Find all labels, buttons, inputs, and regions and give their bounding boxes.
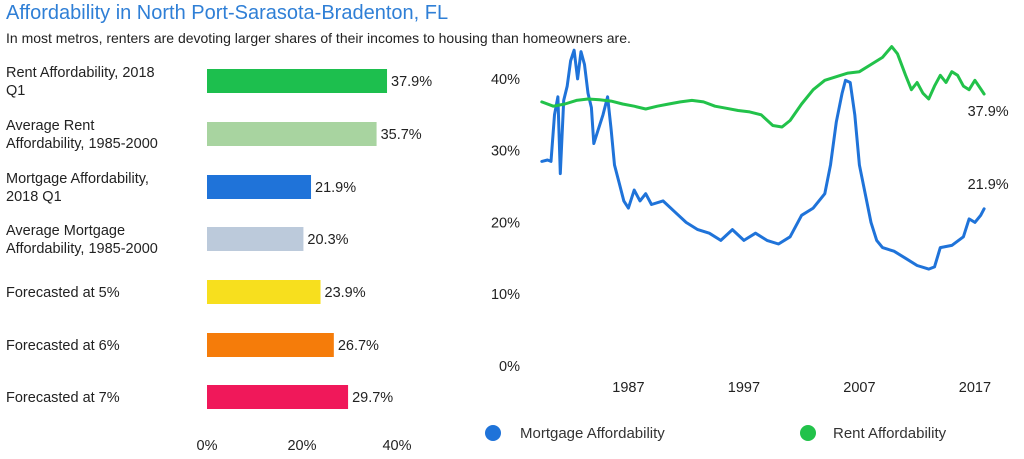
- bar-category-label: Forecasted at 7%: [6, 390, 120, 406]
- legend-label: Mortgage Affordability: [520, 425, 665, 442]
- bar-value-label: 37.9%: [391, 74, 432, 90]
- line-x-tick-label: 2007: [843, 380, 875, 396]
- line-y-tick-label: 0%: [499, 359, 520, 375]
- line-y-tick-label: 40%: [491, 72, 520, 88]
- line-x-tick-label: 1987: [612, 380, 644, 396]
- bar-chart: 37.9% Rent Affordability, 2018 Q1 35.7% Aver…: [6, 65, 432, 454]
- bar: [207, 227, 304, 251]
- legend-marker: [485, 425, 501, 441]
- bar-category-label: Forecasted at 6%: [6, 338, 120, 354]
- series-end-label: 21.9%: [968, 177, 1009, 193]
- series-end-label: 37.9%: [968, 104, 1009, 120]
- bar-category-label: Forecasted at 5%: [6, 285, 120, 301]
- bar-value-label: 20.3%: [307, 232, 348, 248]
- series-line: [540, 45, 986, 129]
- bar: [207, 333, 334, 357]
- bar-value-label: 35.7%: [381, 127, 422, 143]
- bar-category-label: Mortgage Affordability, 2018 Q1: [6, 171, 149, 205]
- bar-x-tick-label: 0%: [197, 438, 218, 454]
- bar: [207, 122, 377, 146]
- bar: [207, 69, 388, 93]
- line-y-tick-label: 30%: [491, 144, 520, 160]
- bar-x-tick-label: 20%: [287, 438, 316, 454]
- chart-title: Affordability in North Port-Sarasota-Bra…: [6, 2, 449, 24]
- line-x-tick-label: 2017: [959, 380, 991, 396]
- series-line: [540, 48, 986, 271]
- bar-value-label: 21.9%: [315, 180, 356, 196]
- line-y-tick-label: 10%: [491, 287, 520, 303]
- bar-category-label: Rent Affordability, 2018 Q1: [6, 65, 155, 99]
- bar: [207, 280, 321, 304]
- bar-category-label: Average Mortgage Affordability, 1985-2000: [6, 223, 158, 257]
- legend-label: Rent Affordability: [833, 425, 947, 442]
- bar-value-label: 23.9%: [325, 285, 366, 301]
- line-x-tick-label: 1997: [728, 380, 760, 396]
- bar: [207, 385, 349, 409]
- bar: [207, 175, 312, 199]
- line-chart: 0% 10% 20% 30% 40% 1987 1997 2007 2017 21.9% 37.9%…: [485, 45, 1009, 442]
- bar-value-label: 29.7%: [352, 390, 393, 406]
- bar-value-label: 26.7%: [338, 338, 379, 354]
- line-y-tick-label: 20%: [491, 215, 520, 231]
- legend-marker: [800, 425, 816, 441]
- chart-subtitle: In most metros, renters are devoting lar…: [6, 30, 631, 46]
- bar-category-label: Average Rent Affordability, 1985-2000: [6, 118, 158, 152]
- bar-x-tick-label: 40%: [382, 438, 411, 454]
